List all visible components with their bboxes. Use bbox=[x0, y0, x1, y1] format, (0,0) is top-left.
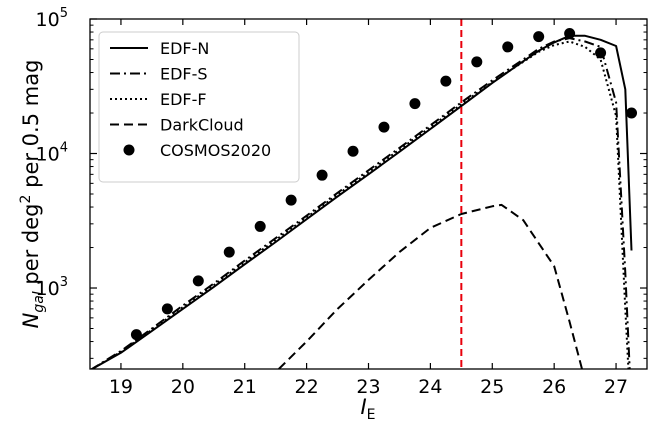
x-tick-label: 21 bbox=[233, 376, 257, 398]
series-line-edf-f bbox=[90, 40, 630, 369]
x-tick-label: 25 bbox=[480, 376, 504, 398]
x-tick-label: 23 bbox=[356, 376, 380, 398]
legend-items: EDF-N EDF-S EDF-F DarkCloud COSMOS2020 bbox=[110, 39, 271, 160]
cosmos-point bbox=[533, 31, 545, 43]
cosmos-point bbox=[347, 145, 359, 157]
points-layer bbox=[130, 28, 638, 341]
x-tick-label: 19 bbox=[109, 376, 133, 398]
cosmos-point bbox=[130, 329, 142, 341]
cosmos-point bbox=[409, 98, 421, 110]
cosmos-point bbox=[564, 28, 576, 40]
legend-label: EDF-S bbox=[160, 65, 208, 84]
cosmos-point bbox=[502, 41, 514, 53]
cosmos-point bbox=[316, 169, 328, 181]
legend-label: EDF-F bbox=[160, 90, 207, 109]
y-tick-label: 105 bbox=[36, 6, 68, 31]
x-tick-label: 24 bbox=[418, 376, 442, 398]
cosmos-point bbox=[626, 107, 638, 119]
cosmos-point bbox=[254, 220, 266, 232]
x-tick-label: 27 bbox=[604, 376, 628, 398]
cosmos-point bbox=[471, 56, 483, 68]
cosmos-point bbox=[161, 303, 173, 315]
tick-layer: 19 20 21 22 23 24 25 26 27 103 104 105 bbox=[36, 6, 647, 398]
x-tick-label: 22 bbox=[295, 376, 319, 398]
series-line-edf-n bbox=[90, 34, 633, 369]
legend-label: EDF-N bbox=[160, 39, 209, 58]
cosmos-point bbox=[285, 194, 297, 206]
legend-label: COSMOS2020 bbox=[160, 141, 271, 160]
x-tick-label: 20 bbox=[171, 376, 195, 398]
series-line-darkcloud bbox=[278, 203, 583, 369]
series-layer bbox=[90, 34, 633, 369]
cosmos-point bbox=[378, 121, 390, 133]
cosmos-point bbox=[440, 75, 452, 87]
y-tick-label: 103 bbox=[36, 275, 68, 300]
series-line-edf-s bbox=[90, 37, 631, 369]
legend-box bbox=[98, 31, 300, 183]
x-tick-label: 26 bbox=[542, 376, 566, 398]
cosmos-point bbox=[223, 246, 235, 258]
legend-label: DarkCloud bbox=[160, 116, 244, 135]
legend-swatch-cosmos bbox=[123, 144, 135, 156]
cosmos-point bbox=[192, 275, 204, 287]
y-axis-label: Ngal per deg2 per 0.5 mag bbox=[18, 60, 47, 329]
legend: EDF-N EDF-S EDF-F DarkCloud COSMOS2020 bbox=[98, 31, 300, 183]
cosmos-point bbox=[595, 47, 607, 59]
y-tick-label: 104 bbox=[36, 141, 68, 166]
x-axis-label: IE bbox=[360, 395, 375, 423]
